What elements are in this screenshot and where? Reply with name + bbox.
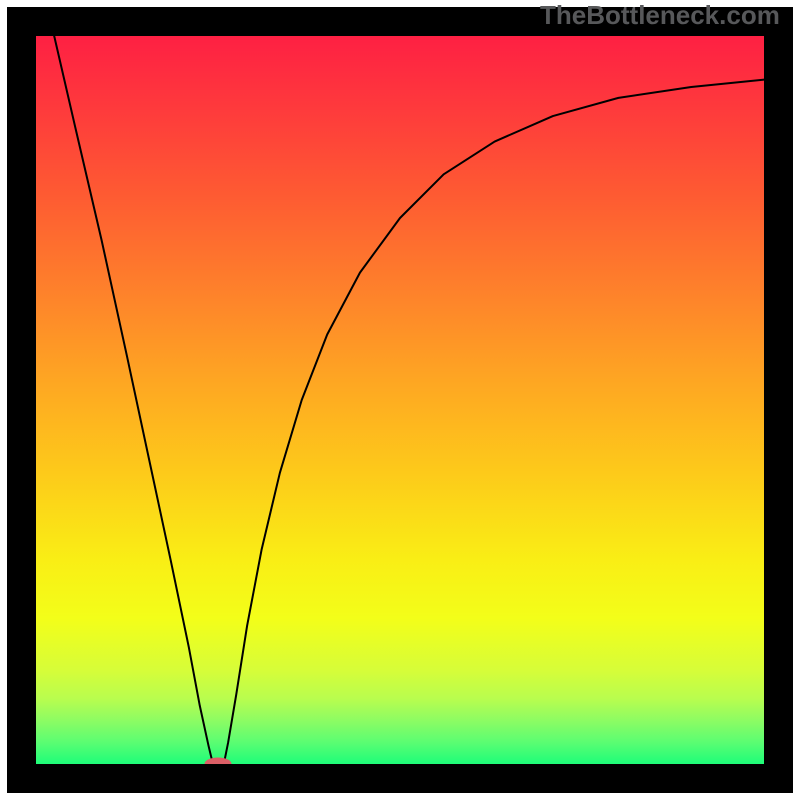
plot-background-gradient — [36, 36, 764, 764]
chart-svg — [0, 0, 800, 800]
watermark-text: TheBottleneck.com — [540, 0, 780, 31]
